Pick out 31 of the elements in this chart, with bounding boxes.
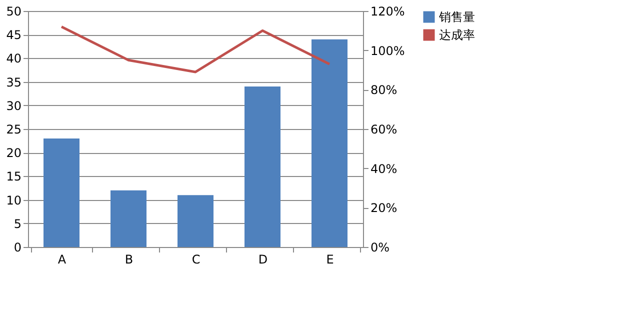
line-series <box>60 25 331 74</box>
x-tick-label: A <box>58 252 67 266</box>
y-tick-label: 15 <box>6 170 22 184</box>
y-tick-label: 30 <box>6 98 22 113</box>
legend-label: 达成率 <box>439 28 475 42</box>
bar <box>244 86 280 247</box>
x-tick-label: D <box>258 252 268 266</box>
y-tick-label: 35 <box>6 75 22 90</box>
bar <box>178 195 214 247</box>
y2-tick-label: 80% <box>370 83 398 98</box>
y-tick-label: 5 <box>14 216 22 231</box>
x-tick-label: E <box>326 252 334 266</box>
y2-tick-label: 100% <box>370 44 405 58</box>
y-tick-label: 0 <box>14 240 22 254</box>
y-tick-label: 20 <box>6 146 22 160</box>
y-tick-label: 40 <box>6 52 22 66</box>
bar <box>110 190 146 247</box>
y-tick-label: 10 <box>6 193 22 208</box>
y2-tick-label: 40% <box>370 162 398 176</box>
x-tick-label: C <box>192 252 200 266</box>
x-tick-label: B <box>124 252 134 266</box>
y2-tick-label: 20% <box>370 201 398 216</box>
bar <box>44 138 80 247</box>
y-tick-label: 50 <box>6 4 22 18</box>
y2-tick-label: 60% <box>370 122 398 136</box>
legend-label: 销售量 <box>438 10 475 24</box>
y2-tick-label: 0% <box>370 240 390 254</box>
y-tick-label: 25 <box>6 122 22 136</box>
bar <box>312 39 348 247</box>
y2-tick-label: 120% <box>370 4 405 18</box>
y-tick-label: 45 <box>6 28 22 42</box>
